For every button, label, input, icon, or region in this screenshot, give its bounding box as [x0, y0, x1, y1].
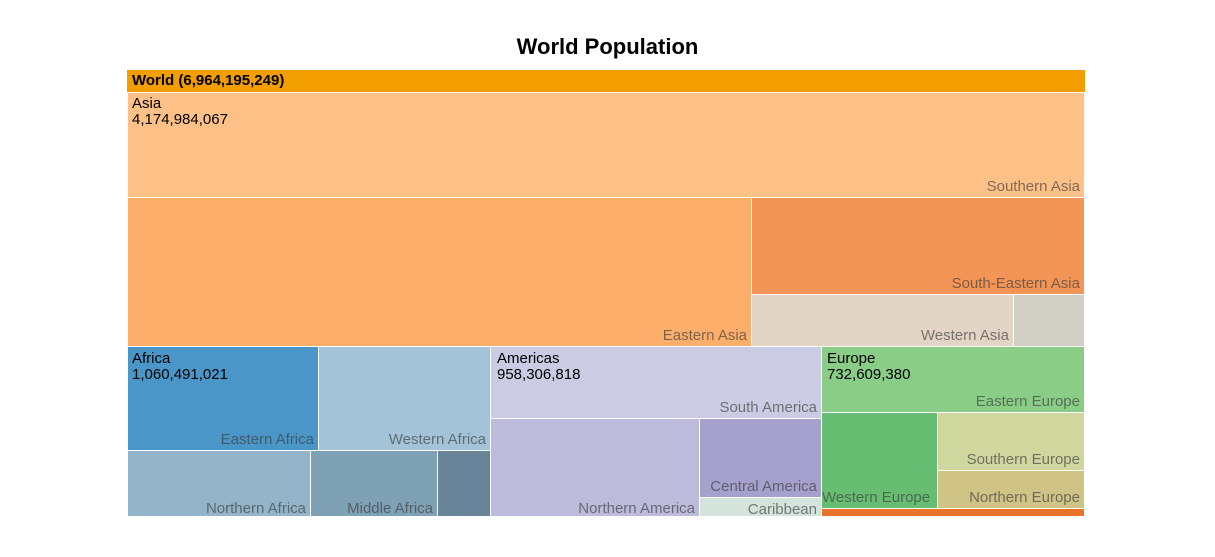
cell-western-africa[interactable]: Western Africa	[318, 346, 491, 451]
label-western-africa: Western Africa	[388, 431, 486, 448]
cell-caribbean[interactable]: Caribbean	[699, 497, 822, 516]
region-value-asia: 4,174,984,067	[132, 111, 228, 128]
label-northern-america: Northern America	[578, 500, 695, 516]
label-south-eastern-asia: South-Eastern Asia	[951, 275, 1080, 292]
label-south-america: South America	[719, 399, 817, 416]
label-eastern-europe: Eastern Europe	[975, 393, 1080, 410]
region-name-africa: Africa	[132, 350, 171, 367]
cell-eastern-europe[interactable]: Eastern Europe	[821, 346, 1085, 413]
label-western-asia: Western Asia	[920, 327, 1009, 344]
region-name-americas: Americas	[497, 350, 560, 367]
label-western-europe: Western Europe	[822, 489, 931, 506]
cell-eastern-asia[interactable]: Eastern Asia	[127, 197, 752, 347]
region-value-europe: 732,609,380	[827, 366, 911, 383]
cell-middle-africa[interactable]: Middle Africa	[310, 450, 438, 516]
label-eastern-asia: Eastern Asia	[662, 327, 747, 344]
label-southern-asia: Southern Asia	[986, 178, 1080, 195]
label-middle-africa: Middle Africa	[347, 500, 433, 516]
region-label-africa: Africa 1,060,491,021	[132, 351, 228, 383]
region-label-americas: Americas 958,306,818	[497, 351, 580, 383]
cell-central-asia[interactable]	[1013, 294, 1085, 347]
region-label-asia: Asia 4,174,984,067	[132, 96, 228, 128]
region-value-africa: 1,060,491,021	[132, 366, 228, 383]
cell-southern-africa[interactable]	[437, 450, 491, 516]
chart-title: World Population	[516, 34, 699, 59]
region-value-americas: 958,306,818	[497, 366, 581, 383]
root-value: 6,964,195,249	[183, 72, 280, 89]
treemap-root-bar[interactable]: World (6,964,195,249)	[127, 70, 1085, 92]
label-eastern-africa: Eastern Africa	[220, 431, 314, 448]
cell-northern-africa[interactable]: Northern Africa	[127, 450, 311, 516]
cell-eastern-africa[interactable]: Eastern Africa	[127, 346, 319, 451]
label-central-america: Central America	[710, 478, 817, 495]
treemap: World (6,964,195,249) Southern Asia East…	[127, 70, 1085, 516]
cell-central-america[interactable]: Central America	[699, 418, 822, 498]
cell-southern-asia[interactable]: Southern Asia	[127, 92, 1085, 198]
cell-south-america[interactable]: South America	[490, 346, 822, 419]
label-caribbean: Caribbean	[747, 501, 817, 516]
cell-oceania[interactable]	[821, 508, 1085, 516]
root-name: World	[132, 72, 175, 89]
cell-northern-europe[interactable]: Northern Europe	[937, 470, 1085, 509]
cell-south-eastern-asia[interactable]: South-Eastern Asia	[751, 197, 1085, 295]
cell-southern-europe[interactable]: Southern Europe	[937, 412, 1085, 471]
cell-northern-america[interactable]: Northern America	[490, 418, 700, 516]
cell-western-asia[interactable]: Western Asia	[751, 294, 1014, 347]
region-name-europe: Europe	[827, 350, 876, 367]
region-label-europe: Europe 732,609,380	[827, 351, 910, 383]
label-northern-africa: Northern Africa	[205, 500, 306, 516]
label-southern-europe: Southern Europe	[966, 451, 1080, 468]
label-northern-europe: Northern Europe	[969, 489, 1080, 506]
cell-western-europe[interactable]: Western Europe	[821, 412, 938, 509]
region-name-asia: Asia	[132, 95, 162, 112]
